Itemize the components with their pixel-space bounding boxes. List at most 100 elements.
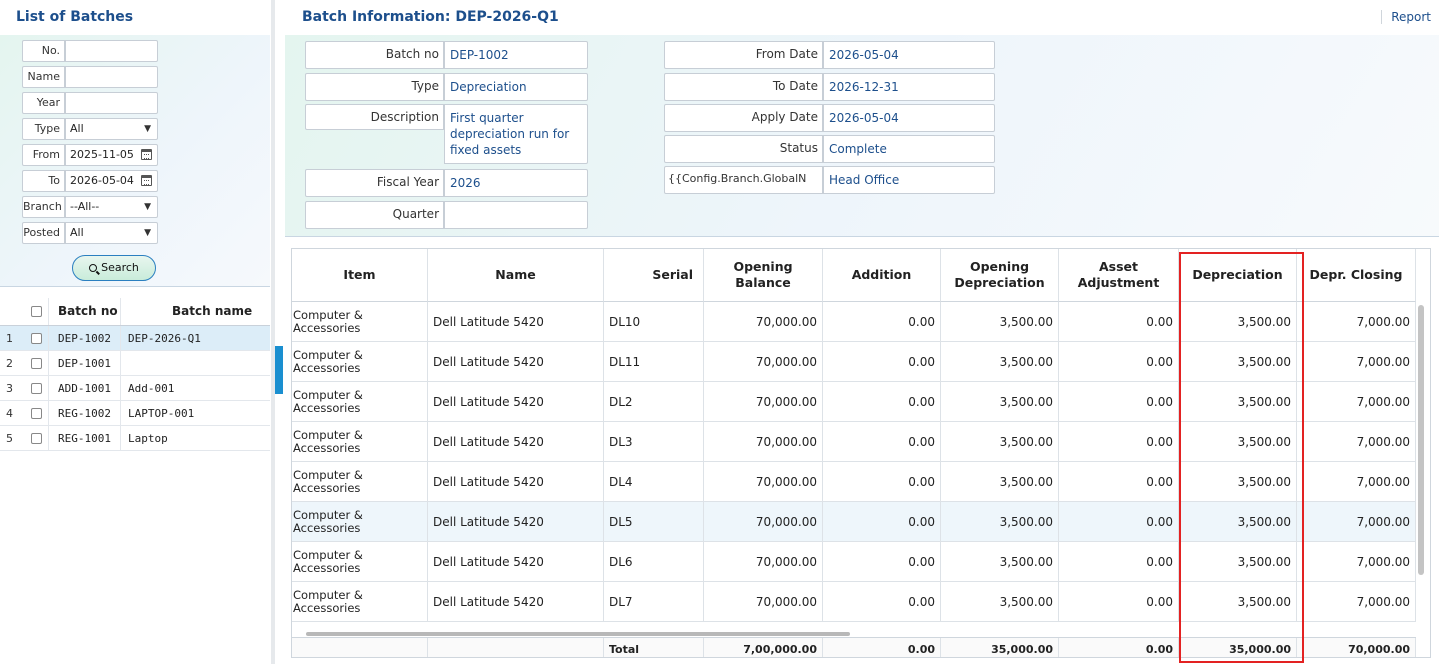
apply-date-input[interactable]: 2026-05-04 — [823, 104, 995, 132]
filter-posted-select[interactable]: All ▼ — [65, 222, 158, 244]
table-row[interactable]: Computer & Accessories Dell Latitude 5420… — [292, 462, 1416, 502]
item-cell: Computer & Accessories — [292, 542, 428, 582]
vertical-scrollbar[interactable] — [1418, 305, 1424, 575]
type-input[interactable]: Depreciation — [444, 73, 588, 101]
calendar-icon[interactable] — [141, 149, 152, 160]
filter-from-date[interactable]: 2025-11-05 — [65, 144, 158, 166]
page-title: Batch Information: DEP-2026-Q1 — [302, 9, 559, 25]
batch-name-cell: LAPTOP-001 — [128, 407, 195, 420]
addition-cell: 0.00 — [823, 342, 941, 382]
row-checkbox[interactable] — [31, 333, 42, 344]
total-depreciation: 35,000.00 — [1179, 638, 1297, 657]
row-checkbox[interactable] — [31, 408, 42, 419]
horizontal-scrollbar[interactable] — [306, 632, 850, 636]
filter-to-date[interactable]: 2026-05-04 — [65, 170, 158, 192]
total-depr-closing: 70,000.00 — [1297, 638, 1416, 657]
column-header-addition[interactable]: Addition — [823, 249, 941, 302]
search-icon — [89, 264, 98, 272]
opening-balance-cell: 70,000.00 — [704, 302, 823, 342]
item-cell: Computer & Accessories — [292, 502, 428, 542]
table-row[interactable]: Computer & Accessories Dell Latitude 5420… — [292, 422, 1416, 462]
row-checkbox[interactable] — [31, 433, 42, 444]
to-date-input[interactable]: 2026-12-31 — [823, 73, 995, 101]
fiscal-year-input[interactable]: 2026 — [444, 169, 588, 197]
filter-type-select[interactable]: All ▼ — [65, 118, 158, 140]
list-item[interactable]: 4 REG-1002 LAPTOP-001 — [0, 401, 270, 426]
opening-balance-cell: 70,000.00 — [704, 462, 823, 502]
total-name-cell — [428, 638, 604, 657]
total-opening-depreciation: 35,000.00 — [941, 638, 1059, 657]
status-label: Status — [664, 135, 823, 163]
asset-adjustment-cell: 0.00 — [1059, 422, 1179, 462]
quarter-input[interactable] — [444, 201, 588, 229]
batch-list-title: List of Batches — [16, 9, 134, 25]
chevron-down-icon: ▼ — [144, 202, 151, 212]
splitter-handle[interactable] — [275, 346, 283, 394]
column-header-depreciation[interactable]: Depreciation — [1179, 249, 1297, 302]
from-date-field: From Date 2026-05-04 — [664, 41, 995, 69]
branch-input[interactable]: Head Office — [823, 166, 995, 194]
search-button[interactable]: Search — [72, 255, 156, 281]
branch-label: {{Config.Branch.GlobalN — [664, 166, 823, 194]
filter-no-label: No. — [22, 40, 65, 62]
select-all-checkbox[interactable] — [31, 306, 42, 317]
opening-depreciation-cell: 3,500.00 — [941, 302, 1059, 342]
filter-year-input[interactable] — [65, 92, 158, 114]
opening-depreciation-cell: 3,500.00 — [941, 462, 1059, 502]
filter-type-value: All — [70, 122, 84, 135]
filter-name-input[interactable] — [65, 66, 158, 88]
column-header-depr-closing[interactable]: Depr. Closing — [1297, 249, 1416, 302]
column-header-opening-depreciation[interactable]: Opening Depreciation — [941, 249, 1059, 302]
list-item[interactable]: 2 DEP-1001 — [0, 351, 270, 376]
depr-closing-cell: 7,000.00 — [1297, 462, 1416, 502]
addition-cell: 0.00 — [823, 302, 941, 342]
name-cell: Dell Latitude 5420 — [428, 342, 604, 382]
calendar-icon[interactable] — [141, 175, 152, 186]
row-checkbox[interactable] — [31, 383, 42, 394]
list-item[interactable]: 1 DEP-1002 DEP-2026-Q1 — [0, 326, 270, 351]
column-header-opening-balance[interactable]: Opening Balance — [704, 249, 823, 302]
header-batch-no[interactable]: Batch no — [58, 304, 118, 318]
row-checkbox[interactable] — [31, 358, 42, 369]
asset-adjustment-cell: 0.00 — [1059, 342, 1179, 382]
table-row[interactable]: Computer & Accessories Dell Latitude 5420… — [292, 342, 1416, 382]
batch-no-input[interactable]: DEP-1002 — [444, 41, 588, 69]
row-number: 3 — [6, 382, 13, 395]
report-button[interactable]: Report — [1381, 10, 1431, 24]
table-row[interactable]: Computer & Accessories Dell Latitude 5420… — [292, 382, 1416, 422]
list-item[interactable]: 3 ADD-1001 Add-001 — [0, 376, 270, 401]
table-row[interactable]: Computer & Accessories Dell Latitude 5420… — [292, 302, 1416, 342]
filter-to-label: To — [22, 170, 65, 192]
asset-adjustment-cell: 0.00 — [1059, 302, 1179, 342]
table-row[interactable]: Computer & Accessories Dell Latitude 5420… — [292, 542, 1416, 582]
description-input[interactable]: First quarter depreciation run for fixed… — [444, 104, 588, 164]
table-row[interactable]: Computer & Accessories Dell Latitude 5420… — [292, 582, 1416, 622]
filter-posted-value: All — [70, 226, 84, 239]
batch-list-header: Batch no Batch name — [0, 298, 270, 326]
item-cell: Computer & Accessories — [292, 342, 428, 382]
serial-cell: DL11 — [604, 342, 704, 382]
table-row[interactable]: Computer & Accessories Dell Latitude 5420… — [292, 502, 1416, 542]
filter-no-input[interactable] — [65, 40, 158, 62]
addition-cell: 0.00 — [823, 462, 941, 502]
filter-branch-select[interactable]: --All-- ▼ — [65, 196, 158, 218]
list-item[interactable]: 5 REG-1001 Laptop — [0, 426, 270, 451]
column-header-asset-adjustment[interactable]: Asset Adjustment — [1059, 249, 1179, 302]
serial-cell: DL6 — [604, 542, 704, 582]
batch-name-cell: Laptop — [128, 432, 168, 445]
panel-splitter[interactable] — [271, 0, 275, 664]
batch-no-cell: ADD-1001 — [58, 382, 111, 395]
addition-cell: 0.00 — [823, 382, 941, 422]
header-batch-name[interactable]: Batch name — [172, 304, 253, 318]
filter-from-value: 2025-11-05 — [70, 148, 134, 161]
asset-adjustment-cell: 0.00 — [1059, 382, 1179, 422]
column-header-serial[interactable]: Serial — [604, 249, 704, 302]
column-header-name[interactable]: Name — [428, 249, 604, 302]
filter-to-value: 2026-05-04 — [70, 174, 134, 187]
from-date-input[interactable]: 2026-05-04 — [823, 41, 995, 69]
depr-closing-cell: 7,000.00 — [1297, 302, 1416, 342]
filter-branch-value: --All-- — [70, 200, 100, 213]
column-header-item[interactable]: Item — [292, 249, 428, 302]
status-input[interactable]: Complete — [823, 135, 995, 163]
name-cell: Dell Latitude 5420 — [428, 382, 604, 422]
